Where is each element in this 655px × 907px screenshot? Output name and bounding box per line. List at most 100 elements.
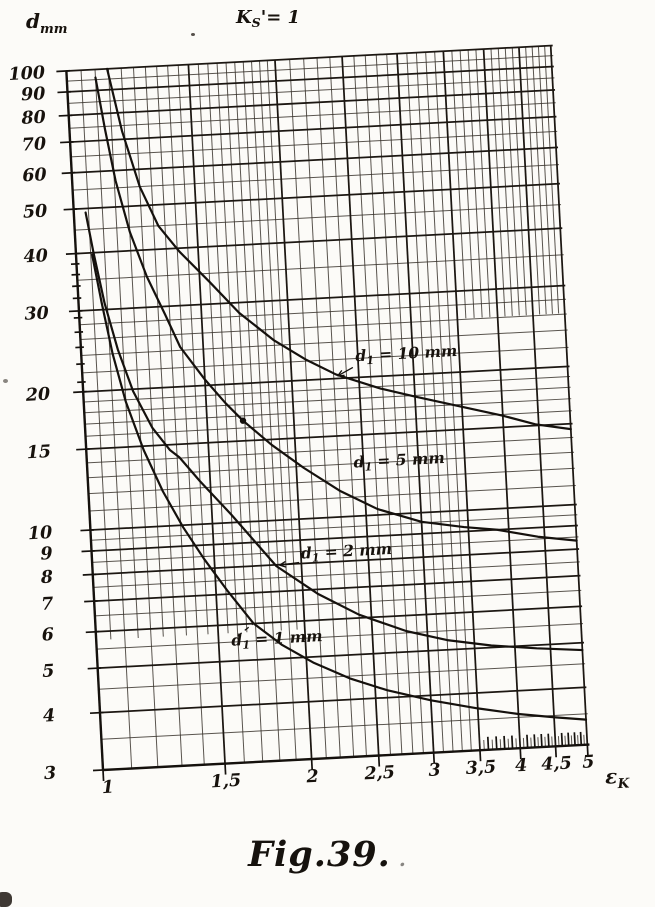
y-axis-tick	[87, 667, 102, 670]
leader-d1-2-mm	[279, 561, 300, 566]
x-axis-tick	[224, 763, 227, 775]
grid-h-minor	[84, 386, 571, 414]
grid-v-minor	[167, 65, 205, 765]
scan-speck	[3, 379, 8, 383]
x-axis-stub-tick	[533, 734, 536, 748]
grid-h-minor	[93, 561, 580, 588]
y-tick-label-15: 15	[26, 442, 51, 463]
grid-v-minor	[434, 51, 472, 751]
grid-h-major	[94, 574, 581, 603]
x-axis-tick	[479, 750, 482, 762]
grid-v-minor	[207, 63, 245, 763]
x-axis-tick	[432, 752, 436, 764]
grid-v-major	[274, 59, 313, 760]
grid-v-minor	[94, 69, 133, 769]
grid-h-minor	[96, 623, 584, 650]
grid-v-minor	[364, 55, 403, 755]
x-axis-stub-fine	[515, 738, 517, 749]
grid-v-minor-partial	[475, 49, 491, 318]
y-tick-label-30: 30	[24, 304, 49, 325]
y-axis-tick	[60, 141, 74, 144]
grid-h-minor	[87, 451, 575, 479]
figure-caption-text: Fig.39.	[248, 834, 391, 875]
figure-caption-speck: .	[398, 847, 407, 871]
y-axis-tick	[89, 711, 104, 715]
chart-condition-title: KS'= 1	[235, 7, 300, 30]
grid-h-minor	[98, 663, 586, 690]
grid-v-minor-partial	[459, 50, 475, 318]
grid-v-minor-partial	[544, 45, 560, 314]
grid-v-minor-partial	[537, 46, 553, 314]
x-axis-stub-fine	[570, 735, 573, 746]
grid-v-major	[187, 64, 226, 764]
x-axis-stub-fine	[537, 737, 539, 748]
grid-h-major	[67, 65, 554, 93]
y-axis-tick	[84, 600, 98, 603]
grid-h-minor	[68, 77, 555, 104]
grid-v-minor	[425, 52, 463, 752]
leader-arrow-d1-2-mm	[279, 560, 286, 566]
grid-v-minor	[303, 58, 341, 758]
figure-caption: Fig.39..	[0, 834, 655, 875]
grid-v-major	[396, 53, 435, 753]
grid-v-minor-partial	[531, 46, 547, 315]
y-tick-label-100: 100	[8, 63, 46, 85]
x-tick-label-4-5: 4,5	[541, 753, 572, 775]
x-axis-stub-fine	[583, 734, 585, 745]
x-axis-stub-fine	[551, 736, 553, 747]
y-axis-tick	[82, 573, 97, 576]
curve-d1-10-mm	[106, 67, 572, 431]
x-axis-tick	[310, 759, 314, 771]
grid-v-major	[482, 49, 522, 749]
grid-h-minor	[66, 55, 554, 82]
x-axis-stub-tick	[579, 731, 583, 745]
x-axis-stub-fine	[499, 739, 502, 750]
y-axis-tick	[80, 528, 94, 532]
grid-h-minor	[74, 204, 562, 231]
x-axis-stub-tick	[567, 732, 570, 746]
grid-h-major	[90, 503, 577, 531]
grid-v-minor-partial	[467, 49, 483, 318]
grid-v-minor-partial	[504, 47, 520, 316]
grid-h-minor	[84, 398, 572, 425]
leader-arrow-d1-10-mm	[337, 369, 343, 377]
y-tick-label-80: 80	[20, 108, 46, 129]
grid-h-minor	[77, 254, 564, 281]
grid-h-minor	[92, 536, 579, 563]
x-axis-stub-fine	[577, 735, 579, 746]
grid-v-minor	[386, 54, 424, 754]
x-axis-tick	[377, 755, 381, 767]
y-axis-tick	[63, 208, 78, 211]
x-axis-tick	[554, 746, 558, 758]
x-axis-stub-tick	[573, 732, 576, 746]
y-axis-tick	[65, 252, 80, 255]
x-axis-unit-label: εK	[604, 763, 631, 792]
y-axis-line	[65, 70, 105, 771]
grid-h-minor	[80, 313, 567, 340]
y-tick-label-20: 20	[24, 385, 50, 406]
x-axis-stub-fine	[530, 737, 532, 748]
y-tick-label-40: 40	[23, 246, 48, 267]
x-axis-stub-tick	[503, 735, 506, 749]
y-tick-label-6: 6	[41, 625, 54, 646]
x-tick-label-1: 1	[101, 777, 114, 798]
grid-h-major	[78, 284, 566, 312]
grid-v-minor	[259, 60, 297, 760]
x-axis-tick	[102, 769, 105, 782]
grid-h-minor	[85, 410, 572, 437]
x-axis-stub-tick	[486, 736, 490, 750]
grid-v-minor	[375, 54, 414, 754]
y-tick-label-8: 8	[39, 568, 53, 589]
x-tick-label-2: 2	[305, 767, 319, 788]
y-axis-tick	[68, 309, 83, 313]
grid-v-minor	[242, 61, 281, 761]
y-tick-label-4: 4	[43, 706, 56, 727]
y-tick-label-10: 10	[27, 523, 52, 544]
x-axis-stub-fine	[522, 737, 525, 748]
y-tick-label-7: 7	[41, 594, 54, 615]
grid-v-major	[442, 51, 481, 751]
y-axis-tick	[58, 114, 73, 117]
grid-h-major	[75, 227, 563, 255]
